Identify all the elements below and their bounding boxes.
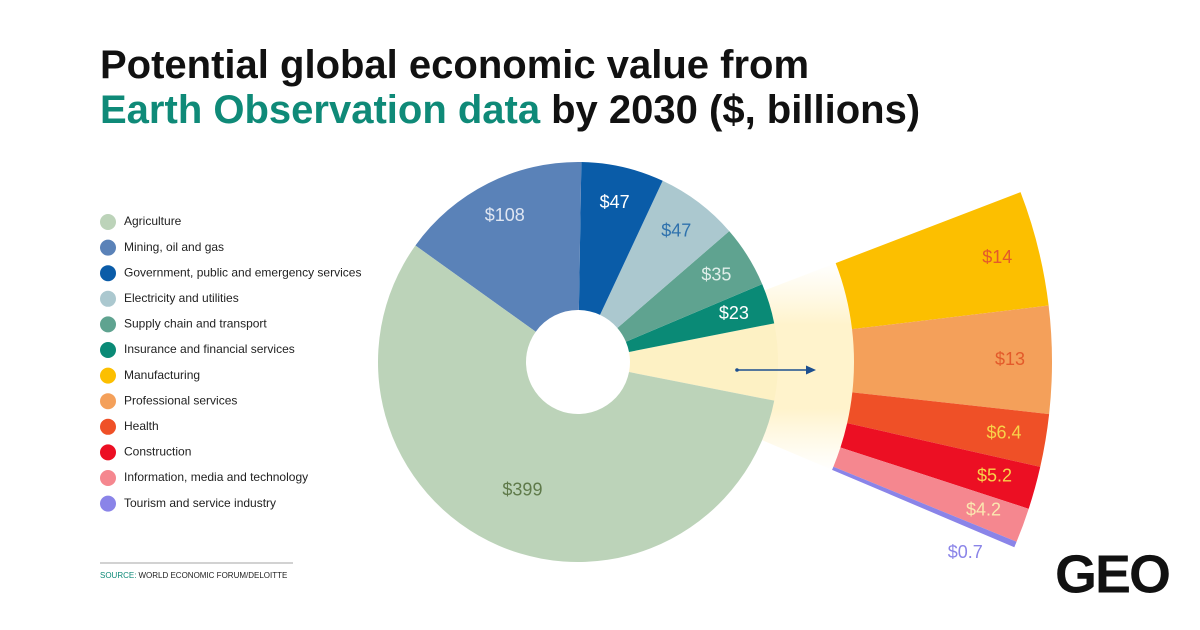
breakout-slice [835,192,1049,330]
legend-label: Agriculture [124,214,182,228]
legend-label: Tourism and service industry [124,496,276,510]
source-key: SOURCE: [100,571,136,580]
legend-label: Government, public and emergency service… [124,265,361,279]
slice-label: $0.7 [948,542,983,562]
legend-swatch [100,342,116,358]
source-text: WORLD ECONOMIC FORUM/DELOITTE [138,571,287,580]
arrow-head [806,365,816,375]
title-line: Earth Observation data by 2030 ($, billio… [100,88,920,132]
title-rest: by 2030 ($, billions) [551,88,920,132]
title-highlight: Earth Observation data [100,88,541,132]
breakout-slice [852,305,1052,415]
legend-swatch [100,265,116,282]
slice-label: $6.4 [986,422,1021,442]
slice [415,162,582,332]
slice-label: $47 [661,221,691,241]
legend-label: Mining, oil and gas [124,240,224,254]
legend-label: Information, media and technology [124,470,308,484]
legend-label: Construction [124,445,191,459]
legend-swatch [100,495,116,512]
legend-label: Supply chain and transport [124,317,267,331]
slice [617,231,763,342]
slice-label: $399 [502,479,542,499]
breakout-slice [832,466,1017,548]
slice-label: $5.2 [977,466,1012,486]
legend-label: Electricity and utilities [124,291,239,305]
legend-label: Manufacturing [124,368,200,382]
legend-swatch [100,239,116,256]
slice-label: $47 [600,192,630,212]
slice [578,162,663,315]
logo: GEO [1055,544,1169,604]
legend: Agriculture Mining, oil and gas Government… [100,214,361,512]
slice [600,180,730,328]
breakout-slice [847,392,1050,467]
legend-swatch [100,214,116,230]
breakout-slice [840,423,1041,509]
title-line: Potential global economic value from [100,43,809,87]
source: SOURCE: WORLD ECONOMIC FORUM/DELOITTE [100,571,287,580]
legend-swatch [100,316,116,333]
slice-label: $13 [995,349,1025,369]
legend-label: Insurance and financial services [124,342,295,356]
legend-swatch [100,393,116,410]
plot: $23 $35 $47 $47 $108 $399 $14 $13 $6.4 $5.2 $4.2 $0… [377,162,1052,563]
slice [625,284,775,352]
breakout-slice [833,447,1029,542]
other-wedge [629,323,778,401]
slice-label: $108 [485,205,525,225]
slice [377,245,775,563]
legend-swatch [100,470,116,486]
legend-swatch [100,290,116,307]
legend-swatch [100,367,116,384]
slice-label: $14 [982,247,1012,267]
legend-label: Professional services [124,393,237,407]
slice-label: $35 [701,265,731,285]
legend-swatch [100,444,116,461]
legend-label: Health [124,419,159,433]
slice-label: $23 [719,303,749,323]
slice-label: $4.2 [966,500,1001,520]
legend-swatch [100,418,116,435]
